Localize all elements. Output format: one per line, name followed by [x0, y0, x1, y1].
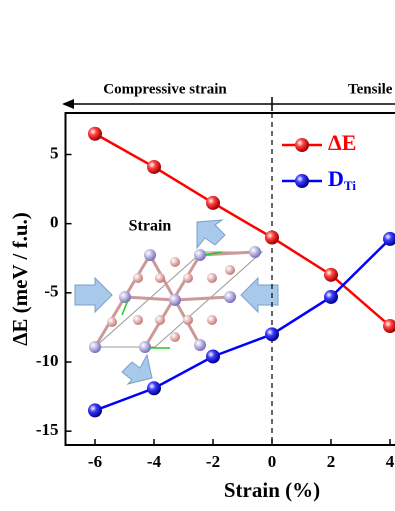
x-tick-label: -4	[147, 452, 162, 471]
series-line	[94, 132, 391, 327]
legend-marker	[295, 138, 309, 152]
x-tick-label: -6	[88, 452, 102, 471]
marker	[88, 126, 102, 141]
x-tick-label: 4	[386, 452, 395, 471]
legend-subscript: Ti	[344, 178, 356, 193]
legend-name: ΔE	[328, 130, 356, 155]
x-tick-label: 0	[268, 452, 277, 471]
y-tick-label: -5	[44, 282, 58, 301]
legend-name: D	[328, 166, 344, 191]
y-axis-title: ΔE (meV / f.u.)	[8, 212, 32, 346]
marker	[324, 289, 338, 304]
legend-label: DTi	[328, 166, 356, 193]
marker	[206, 349, 220, 364]
marker	[88, 403, 102, 418]
marker	[324, 267, 338, 282]
marker	[206, 195, 220, 210]
y-tick-label: -10	[36, 351, 59, 370]
marker	[147, 159, 161, 174]
y-tick-label: 0	[50, 213, 59, 232]
x-tick-label: 2	[327, 452, 336, 471]
top-right-label: Tensile strain	[348, 81, 395, 97]
legend-marker	[295, 174, 309, 188]
inset-structure	[74, 219, 279, 385]
marker	[147, 381, 161, 396]
marker	[265, 327, 279, 342]
series-line	[94, 237, 391, 412]
y-tick-label: 5	[50, 143, 59, 162]
marker	[265, 230, 279, 245]
plot-frame	[64, 112, 395, 446]
x-tick-label: -2	[206, 452, 220, 471]
top-left-label: Compressive strain	[103, 81, 227, 97]
marker	[383, 231, 395, 246]
marker	[383, 319, 395, 334]
strain-arrowhead	[62, 99, 74, 109]
x-axis-title: Strain (%)	[224, 478, 320, 502]
y-tick-label: -15	[36, 420, 59, 439]
legend-label: ΔE	[328, 130, 356, 155]
inset-label: Strain	[129, 218, 172, 235]
